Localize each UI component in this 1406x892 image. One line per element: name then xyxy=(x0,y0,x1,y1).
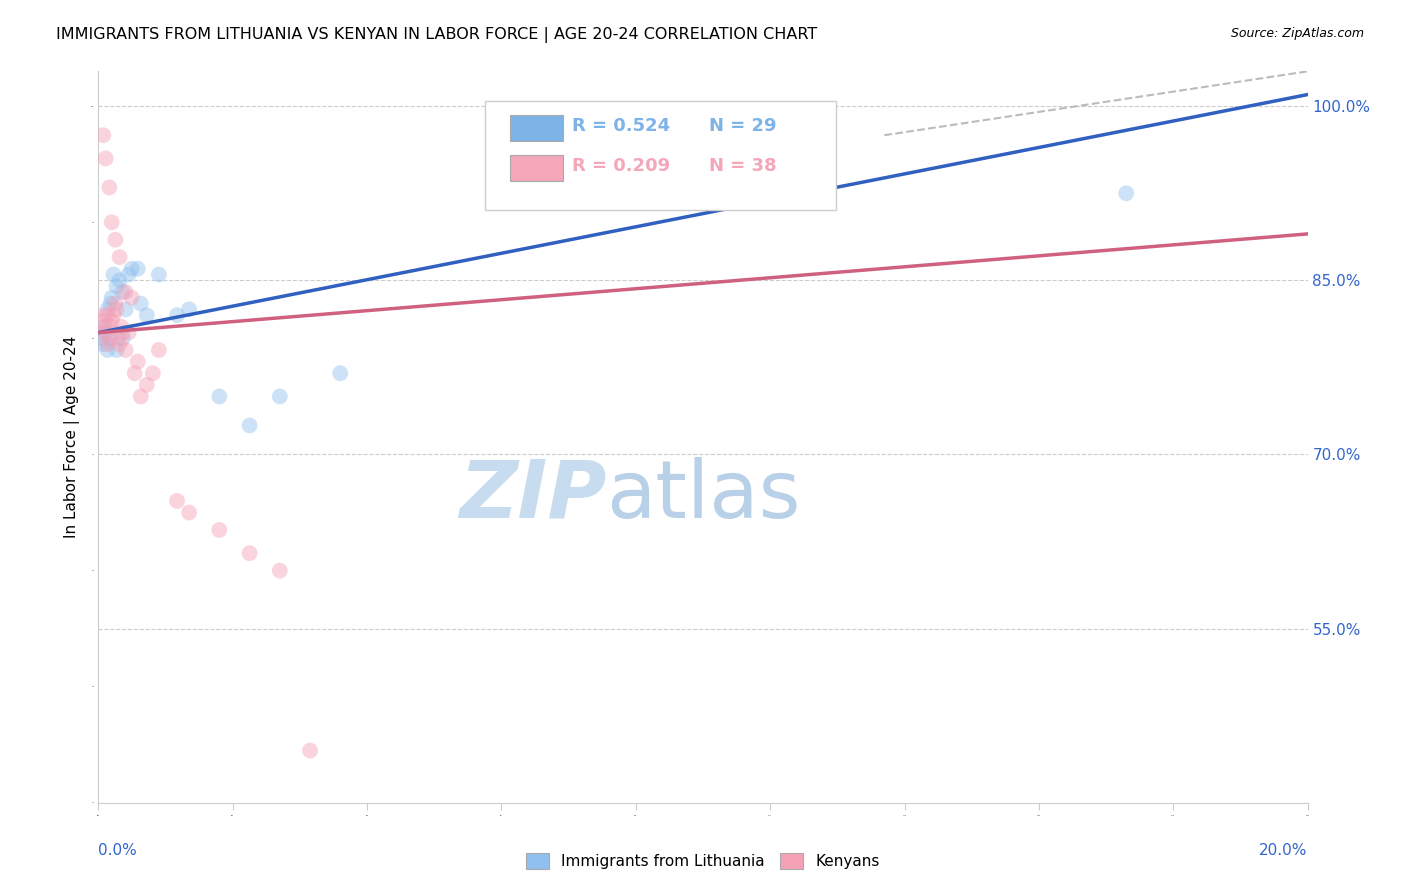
Point xyxy=(329,366,352,380)
Point xyxy=(96,343,118,357)
Point xyxy=(100,319,122,334)
Point xyxy=(121,261,143,276)
Text: ZIP: ZIP xyxy=(458,457,606,534)
Point xyxy=(93,308,115,322)
Point xyxy=(100,215,122,229)
Point xyxy=(121,291,143,305)
Text: 20.0%: 20.0% xyxy=(1260,843,1308,858)
Point xyxy=(98,180,121,194)
Point xyxy=(98,331,121,345)
Point xyxy=(96,337,118,351)
Point xyxy=(269,564,291,578)
Legend: Immigrants from Lithuania, Kenyans: Immigrants from Lithuania, Kenyans xyxy=(520,847,886,875)
Point xyxy=(98,331,121,345)
Point xyxy=(93,319,115,334)
Point xyxy=(91,128,114,143)
Point xyxy=(166,494,188,508)
Point xyxy=(269,389,291,403)
Point xyxy=(179,506,201,520)
Point xyxy=(114,343,136,357)
Point xyxy=(100,296,122,310)
Point xyxy=(100,291,122,305)
Point xyxy=(108,273,131,287)
Point xyxy=(118,268,141,282)
Point xyxy=(100,314,122,328)
Point xyxy=(110,319,132,334)
Point xyxy=(103,268,125,282)
Point xyxy=(1115,186,1137,201)
Point xyxy=(111,285,134,299)
Point xyxy=(129,389,152,403)
Text: R = 0.524: R = 0.524 xyxy=(572,117,671,136)
Point xyxy=(129,296,152,310)
Point xyxy=(90,314,112,328)
Point xyxy=(179,302,201,317)
Point xyxy=(135,377,157,392)
Point xyxy=(148,343,170,357)
Text: N = 38: N = 38 xyxy=(709,158,776,176)
Point xyxy=(114,285,136,299)
Point xyxy=(108,250,131,264)
Point xyxy=(105,343,128,357)
Point xyxy=(103,308,125,322)
Point xyxy=(114,302,136,317)
Point xyxy=(91,326,114,340)
Point xyxy=(148,268,170,282)
Point xyxy=(96,308,118,322)
Y-axis label: In Labor Force | Age 20-24: In Labor Force | Age 20-24 xyxy=(63,336,80,538)
FancyBboxPatch shape xyxy=(509,154,562,181)
Point xyxy=(111,326,134,340)
FancyBboxPatch shape xyxy=(509,114,562,141)
Point xyxy=(96,302,118,317)
FancyBboxPatch shape xyxy=(485,101,837,211)
Text: 0.0%: 0.0% xyxy=(98,843,138,858)
Point xyxy=(166,308,188,322)
Point xyxy=(127,261,149,276)
Point xyxy=(104,233,127,247)
Point xyxy=(91,337,114,351)
Text: IMMIGRANTS FROM LITHUANIA VS KENYAN IN LABOR FORCE | AGE 20-24 CORRELATION CHART: IMMIGRANTS FROM LITHUANIA VS KENYAN IN L… xyxy=(56,27,817,43)
Point xyxy=(124,366,146,380)
Text: N = 29: N = 29 xyxy=(709,117,776,136)
Point xyxy=(104,296,127,310)
Point xyxy=(118,326,141,340)
Text: Source: ZipAtlas.com: Source: ZipAtlas.com xyxy=(1230,27,1364,40)
Point xyxy=(90,331,112,345)
Point xyxy=(142,366,165,380)
Point xyxy=(94,319,117,334)
Point xyxy=(105,302,128,317)
Point xyxy=(105,279,128,293)
Point xyxy=(127,354,149,368)
Point xyxy=(208,389,231,403)
Text: R = 0.209: R = 0.209 xyxy=(572,158,671,176)
Point xyxy=(239,546,262,560)
Text: atlas: atlas xyxy=(606,457,800,534)
Point xyxy=(107,331,129,345)
Point xyxy=(299,743,322,757)
Point xyxy=(239,418,262,433)
Point xyxy=(135,308,157,322)
Point xyxy=(108,337,131,351)
Point xyxy=(208,523,231,537)
Point xyxy=(94,152,117,166)
Point xyxy=(94,326,117,340)
Point xyxy=(111,331,134,345)
